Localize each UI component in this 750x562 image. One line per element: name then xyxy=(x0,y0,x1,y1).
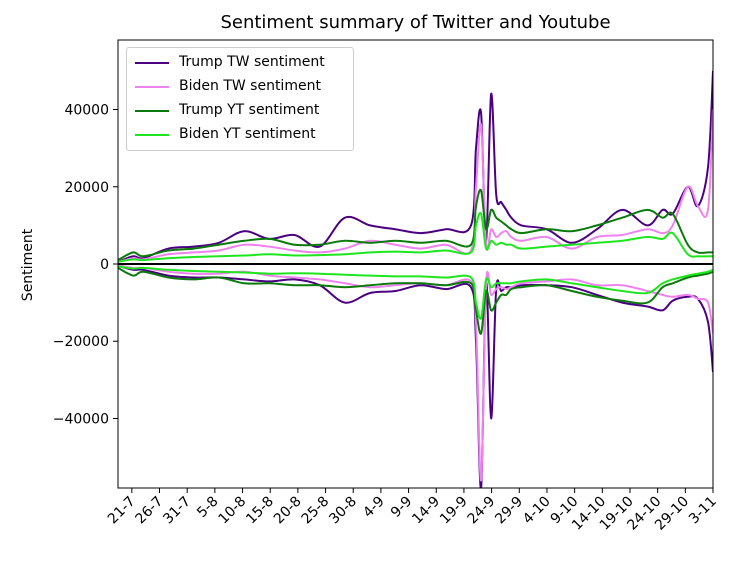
x-tick-label: 19-9 xyxy=(437,494,471,528)
x-tick-label: 3-11 xyxy=(686,494,720,528)
series-line-trump-yt-sentiment-positive xyxy=(118,188,713,262)
x-tick-label: 25-8 xyxy=(299,494,333,528)
legend-swatch xyxy=(135,86,169,88)
legend-swatch xyxy=(135,62,169,64)
y-tick-label: 40000 xyxy=(64,103,109,119)
x-tick-label: 26-7 xyxy=(133,494,167,528)
series-line-trump-yt-sentiment-negative xyxy=(118,266,713,335)
chart-legend: Trump TW sentiment Biden TW sentiment Tr… xyxy=(126,47,354,151)
legend-item-biden-tw: Biden TW sentiment xyxy=(127,76,353,98)
x-tick-label: 31-7 xyxy=(160,494,194,528)
legend-label: Biden TW sentiment xyxy=(179,78,321,94)
x-tick-label: 29-9 xyxy=(492,494,526,528)
y-tick-label: −20000 xyxy=(53,334,109,350)
x-tick-label: 20-8 xyxy=(271,494,305,528)
legend-label: Biden YT sentiment xyxy=(179,126,316,142)
x-tick-label: 30-8 xyxy=(326,494,360,528)
legend-swatch xyxy=(135,110,169,112)
series-group xyxy=(118,70,713,488)
legend-label: Trump TW sentiment xyxy=(179,54,325,70)
y-tick-label: 0 xyxy=(100,257,109,273)
x-tick-label: 15-8 xyxy=(243,494,277,528)
x-tick-label: 24-9 xyxy=(465,494,499,528)
series-line-biden-tw-sentiment-negative xyxy=(118,264,713,482)
x-tick-label: 21-7 xyxy=(105,494,139,528)
x-tick-label: 10-8 xyxy=(216,494,250,528)
chart-title: Sentiment summary of Twitter and Youtube xyxy=(220,12,611,33)
legend-item-trump-tw: Trump TW sentiment xyxy=(127,52,353,74)
x-tick-label: 4-10 xyxy=(520,494,554,528)
series-line-biden-tw-sentiment-positive xyxy=(118,109,713,264)
series-line-biden-yt-sentiment-positive xyxy=(118,211,713,263)
x-tick-label: 4-9 xyxy=(360,494,387,521)
legend-item-biden-yt: Biden YT sentiment xyxy=(127,124,353,146)
x-tick-label: 14-9 xyxy=(409,494,443,528)
legend-swatch xyxy=(135,134,169,136)
y-tick-label: 20000 xyxy=(64,180,109,196)
legend-item-trump-yt: Trump YT sentiment xyxy=(127,100,353,122)
series-line-trump-tw-sentiment-negative xyxy=(118,264,713,488)
series-line-biden-yt-sentiment-negative xyxy=(118,265,713,320)
legend-label: Trump YT sentiment xyxy=(179,102,320,118)
y-tick-label: −40000 xyxy=(53,411,109,427)
